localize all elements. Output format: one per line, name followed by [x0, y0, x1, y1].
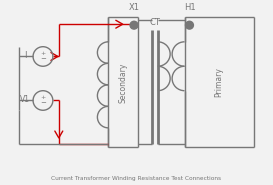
Text: CT: CT — [149, 18, 160, 27]
Circle shape — [130, 21, 138, 29]
Text: −: − — [40, 56, 46, 62]
Circle shape — [185, 21, 193, 29]
Text: Secondary: Secondary — [119, 62, 128, 102]
Text: X1: X1 — [129, 4, 140, 12]
Text: Current Transformer Winding Resistance Test Connections: Current Transformer Winding Resistance T… — [51, 176, 222, 181]
Text: +: + — [40, 95, 46, 100]
Text: V1: V1 — [20, 95, 30, 104]
Text: −: − — [40, 100, 46, 106]
Text: Primary: Primary — [215, 68, 224, 97]
Text: +: + — [40, 51, 46, 56]
Text: I: I — [24, 51, 26, 60]
Text: H1: H1 — [184, 4, 195, 12]
